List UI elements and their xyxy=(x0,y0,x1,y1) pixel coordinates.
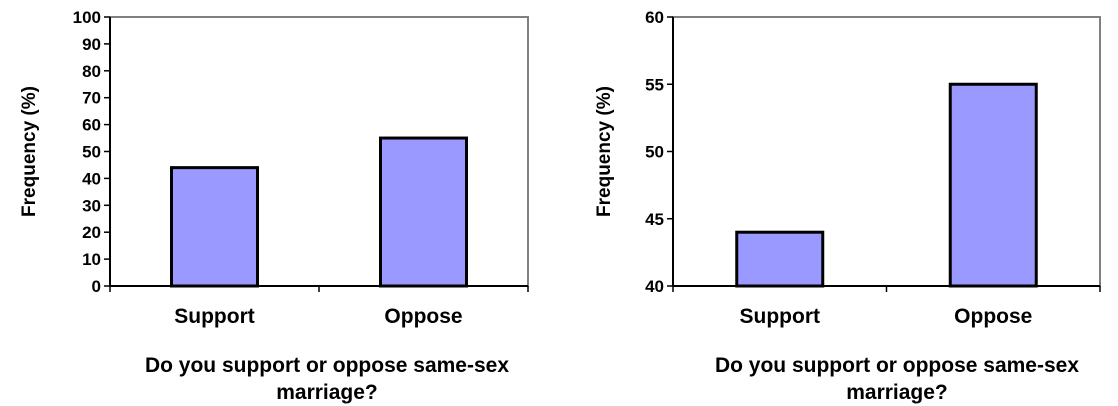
y-tick-label: 10 xyxy=(82,250,101,269)
x-category-label: Oppose xyxy=(954,305,1032,328)
bar-oppose xyxy=(948,82,1038,288)
chart-1: 0 10 20 30 40 50 60 70 80 90 100 Support Oppose Frequ… xyxy=(19,8,529,404)
x-category-label: Support xyxy=(174,305,254,328)
y-tick-label: 100 xyxy=(73,8,101,27)
y-tick-label: 90 xyxy=(82,35,101,54)
y-tick-label: 80 xyxy=(82,62,101,81)
y-axis-title: Frequency (%) xyxy=(594,86,615,217)
y-tick-label: 60 xyxy=(645,8,664,27)
x-category-label: Oppose xyxy=(384,305,462,328)
x-category-label: Support xyxy=(740,305,820,328)
chart-2: 40 45 50 55 60 Support Oppose Frequency (%) Do y… xyxy=(594,8,1101,404)
x-axis-title-line-1: Do you support or oppose same-sex xyxy=(715,354,1079,377)
y-tick-label: 60 xyxy=(82,116,101,135)
x-axis-title-line-2: marriage? xyxy=(846,381,948,404)
bar-support xyxy=(735,230,825,288)
y-tick-label: 20 xyxy=(82,223,101,242)
x-axis-title-line-2: marriage? xyxy=(276,381,378,404)
y-tick-label: 45 xyxy=(645,210,664,229)
bar-support xyxy=(170,166,259,288)
y-tick-label: 50 xyxy=(645,143,664,162)
y-axis-title: Frequency (%) xyxy=(19,86,40,217)
y-tick-label: 0 xyxy=(92,277,101,296)
y-tick-label: 55 xyxy=(645,75,664,94)
y-tick-label: 50 xyxy=(82,143,101,162)
x-axis-title-line-1: Do you support or oppose same-sex xyxy=(145,354,509,377)
bar-oppose xyxy=(379,136,468,288)
y-tick-label: 40 xyxy=(82,169,101,188)
y-tick-label: 70 xyxy=(82,89,101,108)
y-tick-label: 40 xyxy=(645,277,664,296)
y-tick-label: 30 xyxy=(82,196,101,215)
